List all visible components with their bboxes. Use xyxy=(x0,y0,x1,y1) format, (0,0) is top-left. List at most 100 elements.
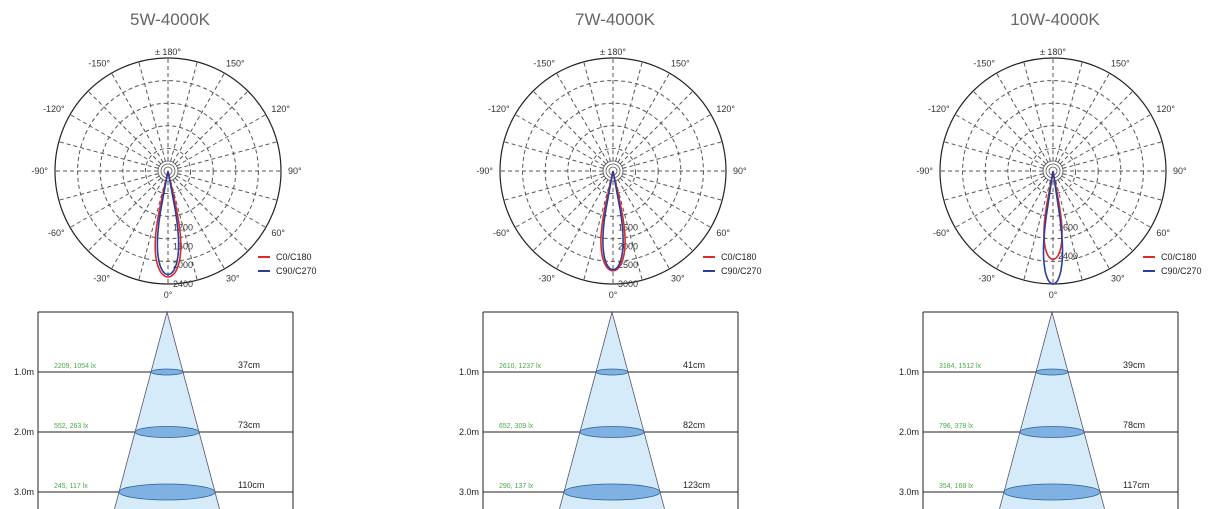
beam-cone xyxy=(559,310,665,509)
polar-grid-spoke xyxy=(514,175,605,228)
polar-series-c90-c270 xyxy=(1042,170,1064,285)
polar-grid-spoke xyxy=(87,90,162,165)
polar-angle-label: 150° xyxy=(1111,59,1130,69)
beam-lux-label: 2610, 1237 lx xyxy=(499,363,542,370)
polar-grid-spoke xyxy=(177,141,278,169)
polar-angle-label: -30° xyxy=(93,273,110,283)
beam-spot-ellipse xyxy=(118,483,216,501)
polar-top-label: ± 180° xyxy=(600,47,626,57)
polar-radial-tick: 1600 xyxy=(1058,223,1078,233)
polar-radial-tick: 3000 xyxy=(618,279,638,289)
polar-grid-spoke xyxy=(176,175,267,228)
polar-grid-spoke xyxy=(622,141,723,169)
polar-grid-spoke xyxy=(172,179,225,270)
polar-grid-spoke xyxy=(111,72,164,163)
polar-angle-label: 0° xyxy=(1049,290,1058,300)
polar-grid-spoke xyxy=(972,90,1047,165)
beam-spot-ellipse xyxy=(134,426,200,438)
polar-grid-ring xyxy=(144,147,192,195)
polar-grid-ring xyxy=(1029,147,1077,195)
polar-angle-label: 90° xyxy=(733,166,747,176)
polar-angle-label: -150° xyxy=(88,59,110,69)
polar-grid-spoke xyxy=(172,72,225,163)
polar-angle-label: 30° xyxy=(671,273,685,283)
polar-grid-spoke xyxy=(943,173,1044,201)
polar-grid-spoke xyxy=(617,72,670,163)
beam-lux-label: 3184, 1512 lx xyxy=(939,363,982,370)
beam-chart: 1.0m 2610, 1237 lx 41cm 2.0m 652, 309 lx 82cm… xyxy=(459,310,739,509)
polar-grid-spoke xyxy=(503,141,604,169)
legend-label: C0/C180 xyxy=(276,252,312,262)
polar-grid-spoke xyxy=(556,179,609,270)
polar-angle-label: 30° xyxy=(1111,273,1125,283)
polar-center-ring xyxy=(160,163,176,179)
legend-label: C90/C270 xyxy=(276,266,317,276)
polar-series-c0-c180 xyxy=(154,170,182,278)
beam-chart: 1.0m 2209, 1054 lx 37cm 2.0m 552, 263 lx 73cm… xyxy=(14,310,294,509)
polar-angle-label: 60° xyxy=(271,228,285,238)
polar-grid-spoke xyxy=(170,61,198,162)
polar-angle-label: 150° xyxy=(671,59,690,69)
polar-grid-spoke xyxy=(174,177,249,252)
beam-lux-label: 652, 309 lx xyxy=(499,423,534,430)
polar-angle-label: -150° xyxy=(533,59,555,69)
polar-radial-tick: 2400 xyxy=(1058,251,1078,261)
beam-cone xyxy=(114,310,220,509)
panel-7w: 7W-4000K 0° 30° 60° 90° 120° 150° -150° -120° -9… xyxy=(459,0,765,509)
beam-diameter-label: 78cm xyxy=(1123,420,1145,430)
beam-lux-label: 796, 378 lx xyxy=(939,423,974,430)
beam-spot-ellipse xyxy=(579,426,645,438)
beam-spot-ellipse xyxy=(1019,426,1085,438)
polar-angle-label: 90° xyxy=(288,166,302,176)
polar-angle-label: 120° xyxy=(1156,104,1175,114)
polar-angle-label: 30° xyxy=(226,273,240,283)
beam-diameter-label: 123cm xyxy=(683,480,710,490)
polar-angle-label: 120° xyxy=(271,104,290,114)
polar-angle-label: 60° xyxy=(716,228,730,238)
legend-label: C0/C180 xyxy=(721,252,757,262)
polar-angle-label: -90° xyxy=(916,166,933,176)
polar-radial-tick: 2500 xyxy=(618,260,638,270)
panel-10w: 10W-4000K 0° 30° 60° 90° 120° 150° -150° -120° -… xyxy=(899,0,1205,509)
beam-spot-ellipse xyxy=(595,368,629,376)
polar-grid-spoke xyxy=(514,114,605,167)
beam-lux-label: 2209, 1054 lx xyxy=(54,363,97,370)
polar-angle-label: 120° xyxy=(716,104,735,114)
polar-grid-ring xyxy=(589,147,637,195)
polar-grid-spoke xyxy=(1057,179,1110,270)
beam-spot-ellipse xyxy=(150,368,184,376)
polar-outer-ring xyxy=(499,57,727,285)
polar-grid-spoke xyxy=(1061,114,1152,167)
polar-grid-spoke xyxy=(954,114,1045,167)
polar-grid-spoke xyxy=(87,177,162,252)
beam-diameter-label: 39cm xyxy=(1123,360,1145,370)
polar-grid-spoke xyxy=(58,173,159,201)
polar-grid-spoke xyxy=(943,141,1044,169)
beam-lux-label: 290, 137 lx xyxy=(499,483,534,490)
polar-grid-spoke xyxy=(1055,180,1083,281)
polar-series-c90-c270 xyxy=(156,170,180,276)
polar-angle-label: 150° xyxy=(226,59,245,69)
polar-grid-spoke xyxy=(996,179,1049,270)
polar-top-label: ± 180° xyxy=(155,47,181,57)
polar-grid-spoke xyxy=(622,173,723,201)
beam-distance-label: 3.0m xyxy=(899,487,919,497)
beam-distance-label: 2.0m xyxy=(14,427,34,437)
polar-grid-spoke xyxy=(176,114,267,167)
polar-top-label: ± 180° xyxy=(1040,47,1066,57)
polar-grid-spoke xyxy=(1059,177,1134,252)
polar-grid-spoke xyxy=(170,180,198,281)
beam-diameter-label: 37cm xyxy=(238,360,260,370)
polar-grid-spoke xyxy=(617,179,670,270)
beam-spot-ellipse xyxy=(563,483,661,501)
polar-angle-label: -150° xyxy=(973,59,995,69)
polar-grid-spoke xyxy=(532,90,607,165)
polar-grid-spoke xyxy=(177,173,278,201)
polar-radial-tick: 2000 xyxy=(173,260,193,270)
polar-angle-label: 0° xyxy=(164,290,173,300)
polar-chart: 0° 30° 60° 90° 120° 150° -150° -120° -90° -60° -30… xyxy=(916,47,1201,300)
polar-grid-spoke xyxy=(58,141,159,169)
polar-grid-spoke xyxy=(1023,61,1051,162)
legend-label: C90/C270 xyxy=(721,266,762,276)
polar-grid-spoke xyxy=(556,72,609,163)
